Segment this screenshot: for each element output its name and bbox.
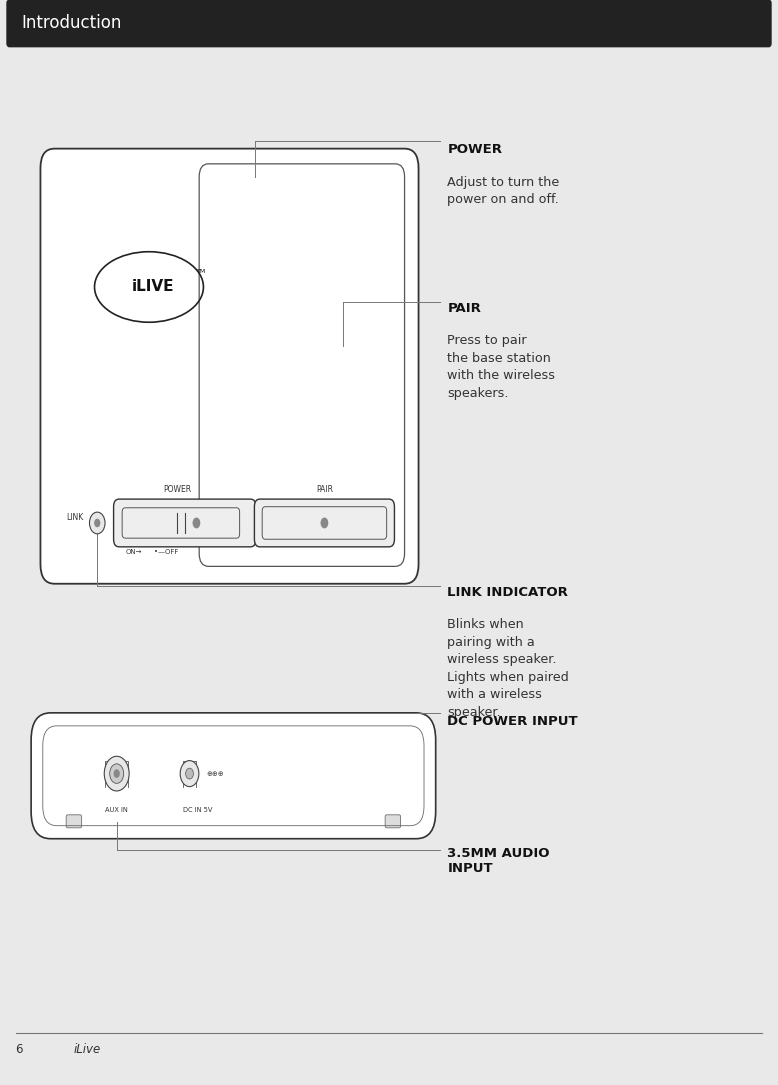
Text: AUX IN: AUX IN: [105, 807, 128, 814]
Text: TM: TM: [198, 269, 206, 273]
Circle shape: [89, 512, 105, 534]
Circle shape: [321, 518, 328, 528]
Text: •—OFF: •—OFF: [154, 549, 178, 556]
Text: 3.5MM AUDIO
INPUT: 3.5MM AUDIO INPUT: [447, 847, 550, 876]
Text: Blinks when
pairing with a
wireless speaker.
Lights when paired
with a wireless
: Blinks when pairing with a wireless spea…: [447, 618, 569, 719]
Text: Adjust to turn the
power on and off.: Adjust to turn the power on and off.: [447, 176, 559, 206]
Text: iLIVE: iLIVE: [131, 280, 174, 294]
Circle shape: [110, 764, 124, 783]
FancyBboxPatch shape: [114, 499, 256, 547]
Text: POWER: POWER: [163, 485, 191, 494]
FancyBboxPatch shape: [199, 164, 405, 566]
Text: Introduction: Introduction: [22, 14, 122, 33]
Text: PAIR: PAIR: [447, 302, 482, 315]
FancyBboxPatch shape: [40, 149, 419, 584]
Text: DC POWER INPUT: DC POWER INPUT: [447, 715, 578, 728]
Text: ⊕⊕⊕: ⊕⊕⊕: [207, 770, 224, 777]
Circle shape: [94, 519, 100, 527]
Text: POWER: POWER: [447, 143, 503, 156]
Text: ON→: ON→: [125, 549, 142, 556]
Text: 6: 6: [16, 1043, 23, 1056]
Text: Press to pair
the base station
with the wireless
speakers.: Press to pair the base station with the …: [447, 334, 555, 399]
Circle shape: [104, 756, 129, 791]
Text: iLive: iLive: [74, 1043, 101, 1056]
Circle shape: [193, 518, 201, 528]
Circle shape: [186, 768, 194, 779]
Circle shape: [180, 761, 199, 787]
FancyBboxPatch shape: [31, 713, 436, 839]
FancyBboxPatch shape: [385, 815, 401, 828]
Text: LINK: LINK: [66, 513, 83, 522]
Text: DC IN 5V: DC IN 5V: [183, 807, 212, 814]
Text: LINK INDICATOR: LINK INDICATOR: [447, 586, 568, 599]
FancyBboxPatch shape: [254, 499, 394, 547]
FancyBboxPatch shape: [7, 0, 771, 47]
FancyBboxPatch shape: [66, 815, 82, 828]
Circle shape: [114, 769, 120, 778]
Text: PAIR: PAIR: [316, 485, 333, 494]
